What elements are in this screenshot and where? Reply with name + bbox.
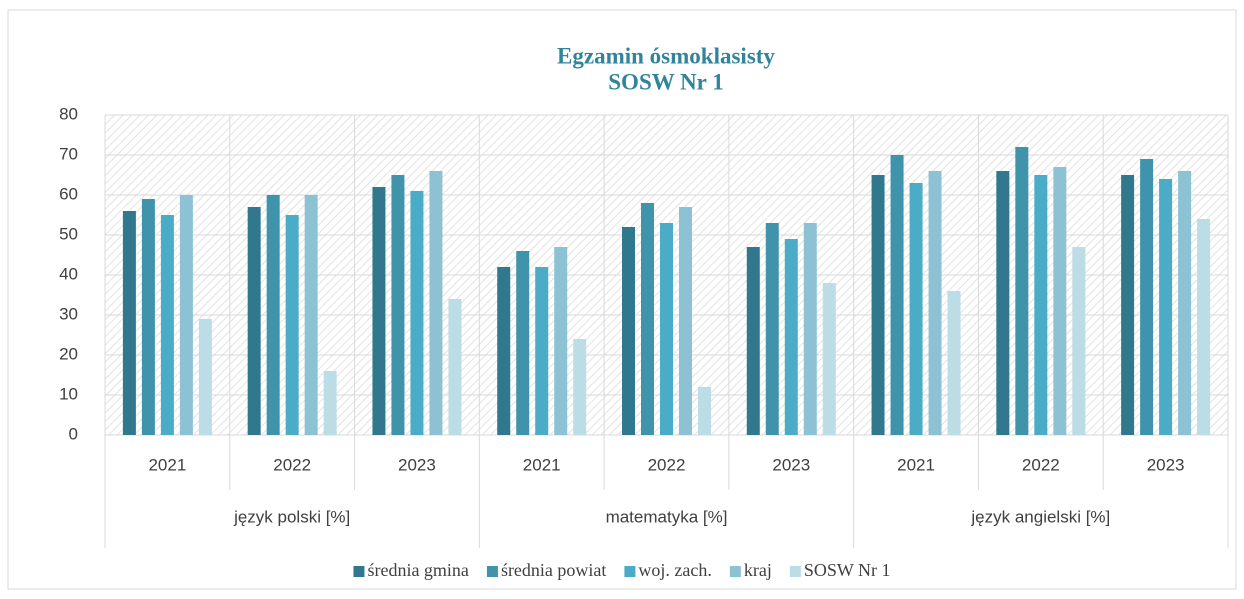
bar xyxy=(947,291,961,435)
x-tick-label: 2023 xyxy=(1147,455,1185,474)
group-label: język angielski [%] xyxy=(970,507,1110,526)
x-tick-label: 2023 xyxy=(772,455,810,474)
bar xyxy=(410,191,424,435)
y-tick-label: 70 xyxy=(59,144,78,163)
bar xyxy=(803,223,817,435)
y-tick-label: 40 xyxy=(59,264,78,283)
y-tick-label: 10 xyxy=(59,384,78,403)
bar xyxy=(641,203,654,435)
y-tick-label: 30 xyxy=(59,304,78,323)
bar xyxy=(822,283,836,435)
chart-title: Egzamin ósmoklasisty xyxy=(557,43,775,68)
bar xyxy=(660,223,673,435)
legend-label: średnia powiat xyxy=(501,560,606,580)
legend-label: SOSW Nr 1 xyxy=(804,560,891,580)
bar xyxy=(1159,179,1173,435)
bar xyxy=(1072,247,1086,435)
bar xyxy=(622,227,635,435)
bar xyxy=(784,239,798,435)
legend-marker xyxy=(789,566,801,577)
bar xyxy=(323,371,337,435)
bar xyxy=(160,215,174,435)
legend-marker xyxy=(729,566,741,577)
legend-label: średnia gmina xyxy=(367,560,468,580)
bar xyxy=(1053,167,1067,435)
bar xyxy=(198,319,212,435)
bar xyxy=(1015,147,1029,435)
bar xyxy=(909,183,923,435)
bar xyxy=(1034,175,1048,435)
legend-label: woj. zach. xyxy=(638,560,711,580)
bar xyxy=(448,299,462,435)
bar xyxy=(679,207,692,435)
bar xyxy=(122,211,136,435)
legend-marker xyxy=(353,566,365,577)
bar xyxy=(516,251,530,435)
x-tick-label: 2023 xyxy=(398,455,436,474)
bar xyxy=(372,187,386,435)
bar xyxy=(573,339,587,435)
bar xyxy=(266,195,280,435)
y-tick-label: 0 xyxy=(69,424,78,443)
y-tick-label: 80 xyxy=(59,104,78,123)
bar xyxy=(497,267,511,435)
legend-marker xyxy=(624,566,636,577)
y-tick-label: 60 xyxy=(59,184,78,203)
bar xyxy=(765,223,779,435)
bar xyxy=(1178,171,1192,435)
x-tick-label: 2022 xyxy=(1022,455,1060,474)
x-tick-label: 2022 xyxy=(273,455,311,474)
bar xyxy=(746,247,760,435)
bar xyxy=(141,199,155,435)
bar xyxy=(554,247,568,435)
bar xyxy=(928,171,942,435)
bar xyxy=(179,195,193,435)
bar xyxy=(391,175,405,435)
bar xyxy=(304,195,318,435)
x-tick-label: 2021 xyxy=(523,455,561,474)
bar xyxy=(285,215,299,435)
legend-label: kraj xyxy=(744,560,772,580)
y-tick-label: 20 xyxy=(59,344,78,363)
bar xyxy=(890,155,904,435)
bar xyxy=(698,387,711,435)
bar xyxy=(247,207,261,435)
x-tick-label: 2022 xyxy=(648,455,686,474)
bar xyxy=(1121,175,1135,435)
bar xyxy=(1140,159,1154,435)
y-tick-label: 50 xyxy=(59,224,78,243)
bar xyxy=(429,171,443,435)
bar xyxy=(1197,219,1211,435)
legend-marker xyxy=(486,566,498,577)
group-label: język polski [%] xyxy=(233,507,350,526)
x-tick-label: 2021 xyxy=(897,455,935,474)
bar xyxy=(871,175,885,435)
group-label: matematyka [%] xyxy=(606,507,728,526)
chart-title: SOSW Nr 1 xyxy=(608,69,723,94)
bar xyxy=(996,171,1010,435)
bar xyxy=(535,267,549,435)
x-tick-label: 2021 xyxy=(148,455,186,474)
